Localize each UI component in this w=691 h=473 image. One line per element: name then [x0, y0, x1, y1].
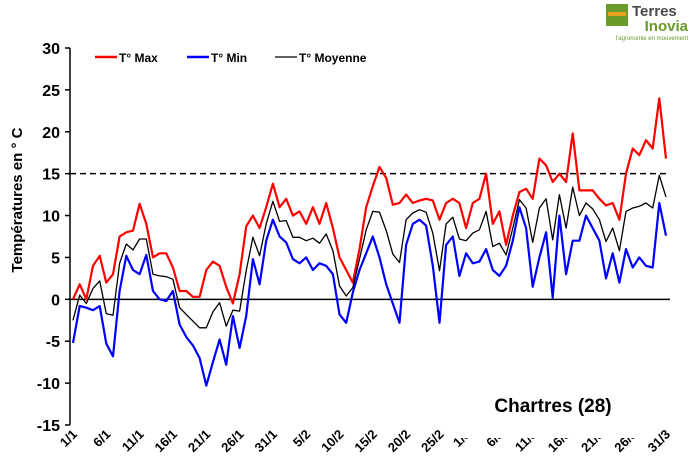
legend-label: T° Min: [211, 51, 247, 65]
y-axis-label: Températures en ° C: [9, 127, 26, 272]
y-tick-label: -15: [37, 418, 60, 435]
y-tick-label: 15: [42, 167, 60, 184]
x-tick-label: 26/1: [218, 427, 247, 456]
x-tick-label: 11/1: [119, 427, 147, 455]
legend-label: T° Moyenne: [299, 51, 367, 65]
annotation-box: [458, 372, 652, 438]
x-tick-label: 5/2: [290, 427, 313, 450]
y-tick-label: -5: [46, 334, 60, 351]
x-tick-label: 25/2: [418, 427, 447, 456]
x-tick-label: 1/1: [57, 427, 80, 450]
y-tick-label: 20: [42, 125, 60, 142]
series-line: [71, 201, 668, 387]
series-line: [71, 97, 668, 305]
y-tick-label: -10: [37, 376, 60, 393]
y-tick-label: 10: [42, 209, 60, 226]
logo-tagline: l'agronomie en mouvement: [616, 36, 689, 42]
legend-label: T° Max: [119, 51, 158, 65]
logo-text: Terres: [632, 3, 677, 20]
x-tick-label: 20/2: [385, 427, 414, 456]
y-tick-label: 30: [42, 41, 60, 58]
y-tick-label: 0: [51, 292, 60, 309]
x-tick-label: 31/1: [252, 427, 281, 456]
x-tick-label: 6/1: [90, 427, 113, 450]
series-line: [72, 174, 667, 329]
x-tick-label: 15/2: [351, 427, 380, 456]
logo-text: Inovia: [645, 18, 689, 35]
y-tick-label: 25: [42, 83, 60, 100]
x-tick-label: 21/1: [185, 427, 214, 456]
y-tick-label: 5: [51, 250, 60, 267]
x-tick-label: 10/2: [318, 427, 347, 456]
x-tick-label: 16/1: [152, 427, 181, 456]
logo-stripe: [608, 12, 626, 16]
annotation: Chartres (28): [494, 396, 611, 417]
